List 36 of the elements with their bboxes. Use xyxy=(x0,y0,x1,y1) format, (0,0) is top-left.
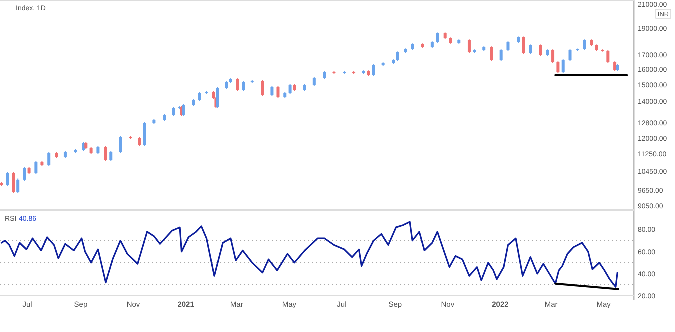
candlestick xyxy=(276,86,280,98)
candlestick xyxy=(261,80,264,97)
candlestick xyxy=(48,151,51,167)
candlestick xyxy=(396,51,400,62)
candlestick xyxy=(539,44,542,57)
candlestick xyxy=(236,78,240,92)
candlestick xyxy=(490,46,494,62)
candlestick xyxy=(119,136,122,154)
candlestick xyxy=(552,49,555,64)
candlestick xyxy=(468,39,471,54)
candlestick xyxy=(562,59,565,74)
candlestick xyxy=(506,41,510,52)
candlestick xyxy=(216,86,220,109)
candlestick xyxy=(12,172,16,194)
line-series xyxy=(0,221,618,288)
candlestick xyxy=(606,50,610,64)
candlestick xyxy=(529,44,532,55)
candlestick xyxy=(270,86,274,97)
candlestick xyxy=(242,81,246,92)
candlestick xyxy=(556,61,560,74)
candlestick xyxy=(288,84,292,95)
candlestick xyxy=(16,178,20,194)
candlestick xyxy=(436,32,440,44)
candlestick xyxy=(23,166,26,182)
candlestick xyxy=(568,49,572,62)
candlestick xyxy=(372,64,376,77)
candlestick xyxy=(583,39,586,51)
candlestick xyxy=(614,61,617,72)
candlestick xyxy=(34,160,38,175)
candlestick xyxy=(138,136,142,147)
candlestick xyxy=(104,146,108,162)
candlestick xyxy=(143,122,146,147)
candlestick xyxy=(110,150,113,162)
candlestick xyxy=(6,172,10,187)
candlestick xyxy=(500,49,503,62)
candlestick xyxy=(522,36,526,55)
